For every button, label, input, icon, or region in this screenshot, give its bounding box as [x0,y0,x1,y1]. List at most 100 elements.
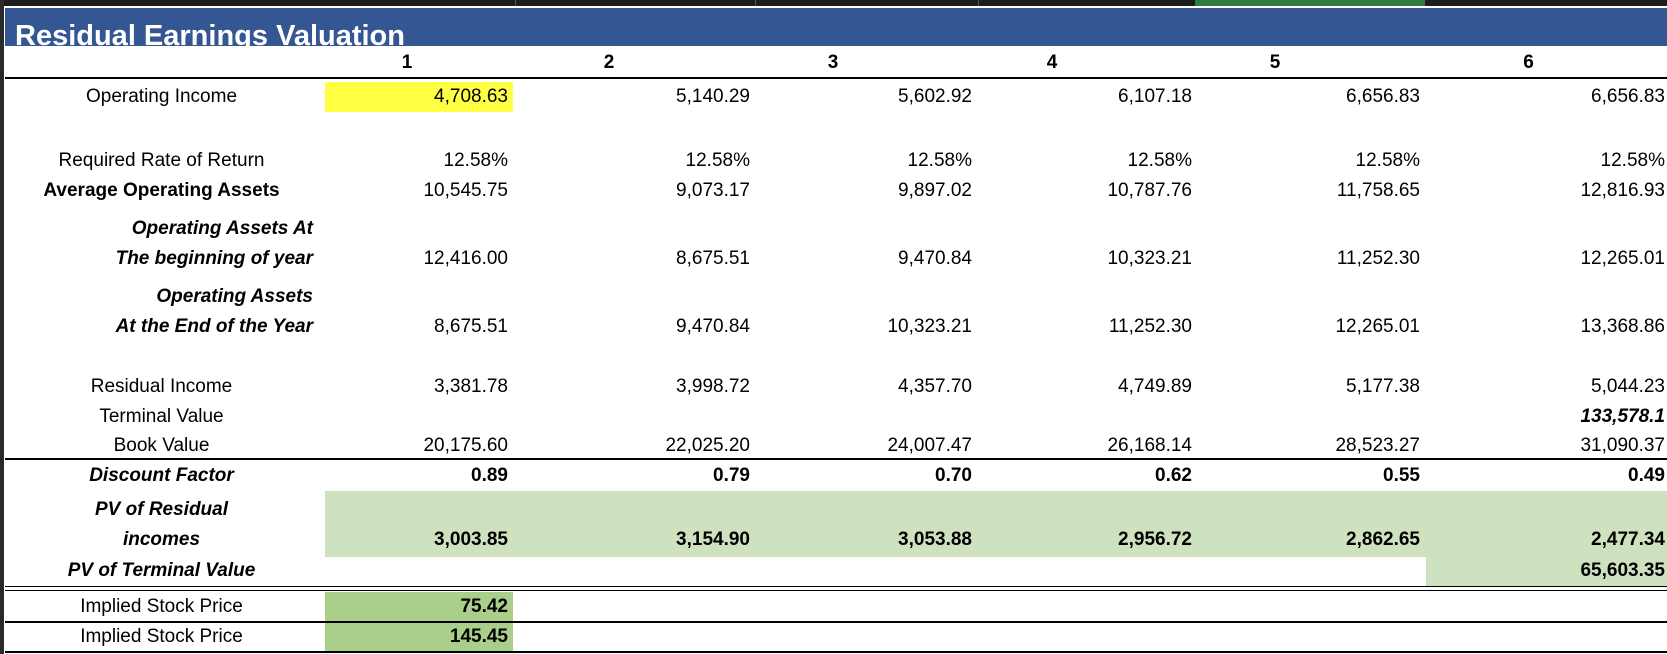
year-header[interactable]: 5 [1269,52,1281,73]
cell[interactable]: 12.58% [1355,150,1420,171]
cell[interactable]: 11,758.65 [1336,180,1420,201]
cell[interactable]: 22,025.20 [665,435,750,456]
cell[interactable]: 3,003.85 [434,529,508,550]
pv-residual-row: incomes 3,003.85 3,154.90 3,053.88 2,956… [5,525,1667,555]
cell[interactable]: 2,862.65 [1346,529,1420,550]
cell[interactable]: 8,675.51 [434,316,508,337]
year-header[interactable]: 6 [1523,52,1534,73]
column-header-strip [0,0,1667,6]
row-label: PV of Residual [94,499,229,520]
row-label: Operating Assets At [131,218,313,239]
cell[interactable]: 12,416.00 [423,248,508,269]
row-label: Implied Stock Price [80,626,243,647]
cell[interactable]: 28,523.27 [1335,435,1420,456]
cell[interactable]: 0.89 [471,465,508,486]
cell[interactable]: 10,787.76 [1107,180,1192,201]
implied-price-divider [5,621,1667,623]
cell[interactable]: 20,175.60 [423,435,508,456]
cell[interactable]: 11,252.30 [1108,316,1192,337]
terminal-value-row: Terminal Value 133,578.1 [5,402,1667,432]
cell[interactable]: 65,603.35 [1580,560,1665,581]
row-label: Terminal Value [99,406,224,427]
cell[interactable]: 12.58% [443,150,508,171]
bottom-border [5,651,1667,653]
cell[interactable]: 4,357.70 [898,376,972,397]
cell[interactable]: 0.79 [713,465,750,486]
year-header[interactable]: 2 [603,52,615,73]
cell[interactable]: 26,168.14 [1107,435,1192,456]
year-header[interactable]: 4 [1046,52,1058,73]
cell[interactable]: 12.58% [1600,150,1665,171]
cell[interactable]: 2,956.72 [1118,529,1192,550]
cell[interactable]: 0.70 [935,465,972,486]
cell[interactable]: 12.58% [685,150,750,171]
row-label: Book Value [113,435,210,456]
cell[interactable]: 0.62 [1155,465,1192,486]
row-label: PV of Terminal Value [67,560,256,581]
row-label: Required Rate of Return [58,150,265,171]
assets-end-label-row: Operating Assets [5,282,1667,312]
row-label: Discount Factor [89,465,234,486]
cell[interactable]: 133,578.1 [1580,406,1665,427]
cell[interactable]: 12,265.01 [1580,248,1665,269]
cell[interactable]: 3,053.88 [898,529,972,550]
row-header-edge [0,0,4,654]
assets-begin-row: The beginning of year 12,416.00 8,675.51… [5,244,1667,274]
cell[interactable]: 12,265.01 [1335,316,1420,337]
discount-factor-row: Discount Factor 0.89 0.79 0.70 0.62 0.55… [5,461,1667,491]
pv-residual-highlight [325,491,1667,557]
cell[interactable]: 0.55 [1383,465,1420,486]
cell[interactable]: 8,675.51 [676,248,750,269]
year-header[interactable]: 3 [827,52,839,73]
cell[interactable]: 24,007.47 [887,435,972,456]
double-divider-bottom [5,590,1667,591]
row-label: Implied Stock Price [80,596,243,617]
cell[interactable]: 13,368.86 [1580,316,1665,337]
cell[interactable]: 11,252.30 [1336,248,1420,269]
cell[interactable]: 75.42 [460,596,508,617]
cell[interactable]: 6,656.83 [1346,86,1420,107]
implied-price-highlight [325,592,513,621]
sheet-title: Residual Earnings Valuation [15,20,405,52]
cell[interactable]: 4,749.89 [1118,376,1192,397]
cell[interactable]: 9,897.02 [898,180,972,201]
cell[interactable]: 3,998.72 [676,376,750,397]
cell[interactable]: 5,044.23 [1591,376,1665,397]
row-label: Operating Assets [156,286,313,307]
cell[interactable]: 0.49 [1628,465,1665,486]
implied-price-row: Implied Stock Price 145.45 [5,622,1667,652]
cell[interactable]: 6,656.83 [1591,86,1665,107]
cell[interactable]: 5,177.38 [1346,376,1420,397]
cell[interactable]: 9,470.84 [898,248,972,269]
row-label: Average Operating Assets [43,180,280,201]
double-divider-top [5,586,1667,587]
cell[interactable]: 4,708.63 [434,86,508,107]
highlight-yellow-cell [325,82,513,112]
pv-terminal-highlight [1426,557,1667,586]
cell[interactable]: 9,073.17 [676,180,750,201]
cell[interactable]: 12.58% [907,150,972,171]
row-label: The beginning of year [115,248,313,269]
row-label: Operating Income [85,86,238,107]
cell[interactable]: 2,477.34 [1591,529,1665,550]
header-divider [5,77,1667,79]
row-label: At the End of the Year [115,316,313,337]
cell[interactable]: 31,090.37 [1580,435,1665,456]
cell[interactable]: 10,545.75 [423,180,508,201]
required-rate-row: Required Rate of Return 12.58% 12.58% 12… [5,146,1667,176]
residual-income-row: Residual Income 3,381.78 3,998.72 4,357.… [5,372,1667,402]
cell[interactable]: 5,140.29 [676,86,750,107]
cell[interactable]: 3,381.78 [434,376,508,397]
cell[interactable]: 12,816.93 [1580,180,1665,201]
cell[interactable]: 10,323.21 [887,316,972,337]
year-header[interactable]: 1 [401,52,413,73]
cell[interactable]: 10,323.21 [1107,248,1192,269]
cell[interactable]: 5,602.92 [898,86,972,107]
cell[interactable]: 12.58% [1127,150,1192,171]
cell[interactable]: 3,154.90 [676,529,750,550]
cell[interactable]: 9,470.84 [676,316,750,337]
row-label: Residual Income [90,376,233,397]
cell[interactable]: 6,107.18 [1118,86,1192,107]
cell[interactable]: 145.45 [449,626,508,647]
